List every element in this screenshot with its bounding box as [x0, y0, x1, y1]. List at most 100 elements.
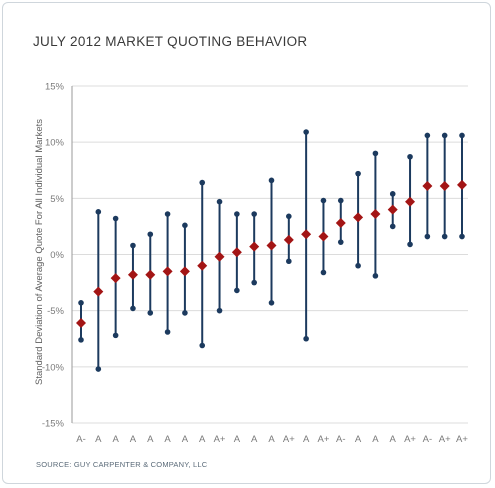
range-low-point: [441, 233, 448, 240]
range-low-point: [372, 273, 379, 279]
range-low-point: [216, 307, 223, 314]
x-tick-label: A: [164, 434, 171, 445]
x-tick-label: A: [355, 434, 362, 445]
x-tick-label: A: [112, 434, 119, 445]
average-diamond-marker: [76, 318, 86, 329]
average-diamond-marker: [335, 218, 346, 229]
x-tick-label: A+: [214, 434, 226, 445]
range-low-point: [459, 233, 465, 240]
x-tick-label: A-: [76, 434, 86, 445]
range-low-point: [355, 262, 361, 269]
range-high-point: [355, 170, 361, 177]
range-high-point: [286, 213, 292, 220]
range-low-point: [286, 258, 292, 265]
x-tick-label: A: [130, 434, 137, 445]
x-tick-label: A: [303, 434, 310, 445]
range-high-point: [78, 300, 84, 306]
average-diamond-marker: [93, 286, 104, 297]
range-high-point: [234, 211, 240, 217]
range-high-point: [303, 129, 309, 135]
range-high-point: [251, 211, 257, 217]
range-low-point: [407, 241, 413, 248]
range-high-point: [130, 242, 136, 249]
average-diamond-marker: [318, 231, 329, 242]
range-low-point: [251, 279, 257, 286]
range-high-point: [112, 215, 119, 222]
range-high-point: [268, 177, 275, 184]
range-low-point: [303, 335, 309, 342]
x-tick-label: A+: [439, 434, 451, 445]
range-low-point: [268, 300, 275, 306]
range-high-point: [147, 231, 154, 238]
x-tick-label: A: [147, 434, 154, 445]
y-tick-label: -10%: [42, 362, 65, 373]
y-tick-label: 5%: [50, 194, 64, 205]
average-diamond-marker: [145, 269, 156, 280]
range-high-point: [337, 197, 344, 204]
range-low-point: [112, 332, 119, 339]
range-low-point: [147, 310, 154, 316]
range-low-point: [337, 239, 344, 245]
y-tick-label: -5%: [47, 306, 64, 317]
range-low-point: [199, 342, 206, 349]
range-low-point: [182, 310, 188, 316]
average-diamond-marker: [439, 180, 450, 191]
range-low-point: [78, 337, 84, 343]
x-tick-label: A: [234, 434, 241, 445]
average-diamond-marker: [422, 180, 433, 191]
range-low-point: [130, 305, 136, 312]
x-tick-label: A: [182, 434, 189, 445]
range-high-point: [441, 132, 448, 139]
x-tick-label: A: [199, 434, 206, 445]
y-tick-label: -15%: [42, 419, 65, 430]
range-low-point: [389, 223, 396, 230]
range-high-point: [424, 132, 431, 139]
range-high-point: [459, 132, 465, 139]
x-tick-label: A: [268, 434, 275, 445]
range-low-point: [234, 287, 240, 294]
average-diamond-marker: [127, 269, 138, 280]
chart-title: JULY 2012 MARKET QUOTING BEHAVIOR: [33, 34, 308, 49]
x-tick-label: A: [251, 434, 258, 445]
range-high-point: [164, 211, 171, 217]
average-diamond-marker: [110, 273, 121, 284]
range-high-point: [389, 191, 396, 197]
range-high-point: [372, 150, 379, 157]
average-diamond-marker: [370, 209, 381, 220]
x-tick-label: A: [95, 434, 102, 445]
average-diamond-marker: [214, 251, 225, 262]
y-tick-label: 0%: [50, 250, 64, 261]
range-high-point: [320, 197, 327, 204]
average-diamond-marker: [231, 247, 242, 258]
x-tick-label: A+: [456, 434, 468, 445]
range-low-point: [95, 366, 102, 372]
range-low-point: [424, 233, 431, 240]
x-tick-label: A+: [404, 434, 416, 445]
average-diamond-marker: [266, 240, 277, 251]
average-diamond-marker: [353, 212, 364, 223]
average-diamond-marker: [162, 266, 173, 277]
average-diamond-marker: [457, 179, 467, 190]
range-high-point: [407, 153, 413, 160]
range-high-point: [216, 198, 223, 205]
x-tick-label: A-: [423, 434, 433, 445]
average-diamond-marker: [405, 196, 416, 207]
average-diamond-marker: [249, 241, 260, 252]
y-tick-label: 10%: [45, 138, 65, 149]
x-tick-label: A: [372, 434, 379, 445]
range-high-point: [95, 209, 102, 215]
average-diamond-marker: [283, 234, 294, 245]
average-diamond-marker: [301, 229, 312, 240]
y-tick-label: 15%: [45, 82, 65, 93]
average-diamond-marker: [179, 266, 190, 277]
y-axis-label: Standard Deviation of Average Quote For …: [34, 119, 45, 385]
average-diamond-marker: [387, 204, 398, 215]
range-low-point: [164, 329, 171, 335]
range-low-point: [320, 269, 327, 276]
source-note: SOURCE: GUY CARPENTER & COMPANY, LLC: [36, 460, 208, 469]
average-diamond-marker: [197, 260, 208, 271]
x-tick-label: A-: [336, 434, 346, 445]
x-tick-label: A+: [283, 434, 295, 445]
x-tick-label: A+: [318, 434, 330, 445]
